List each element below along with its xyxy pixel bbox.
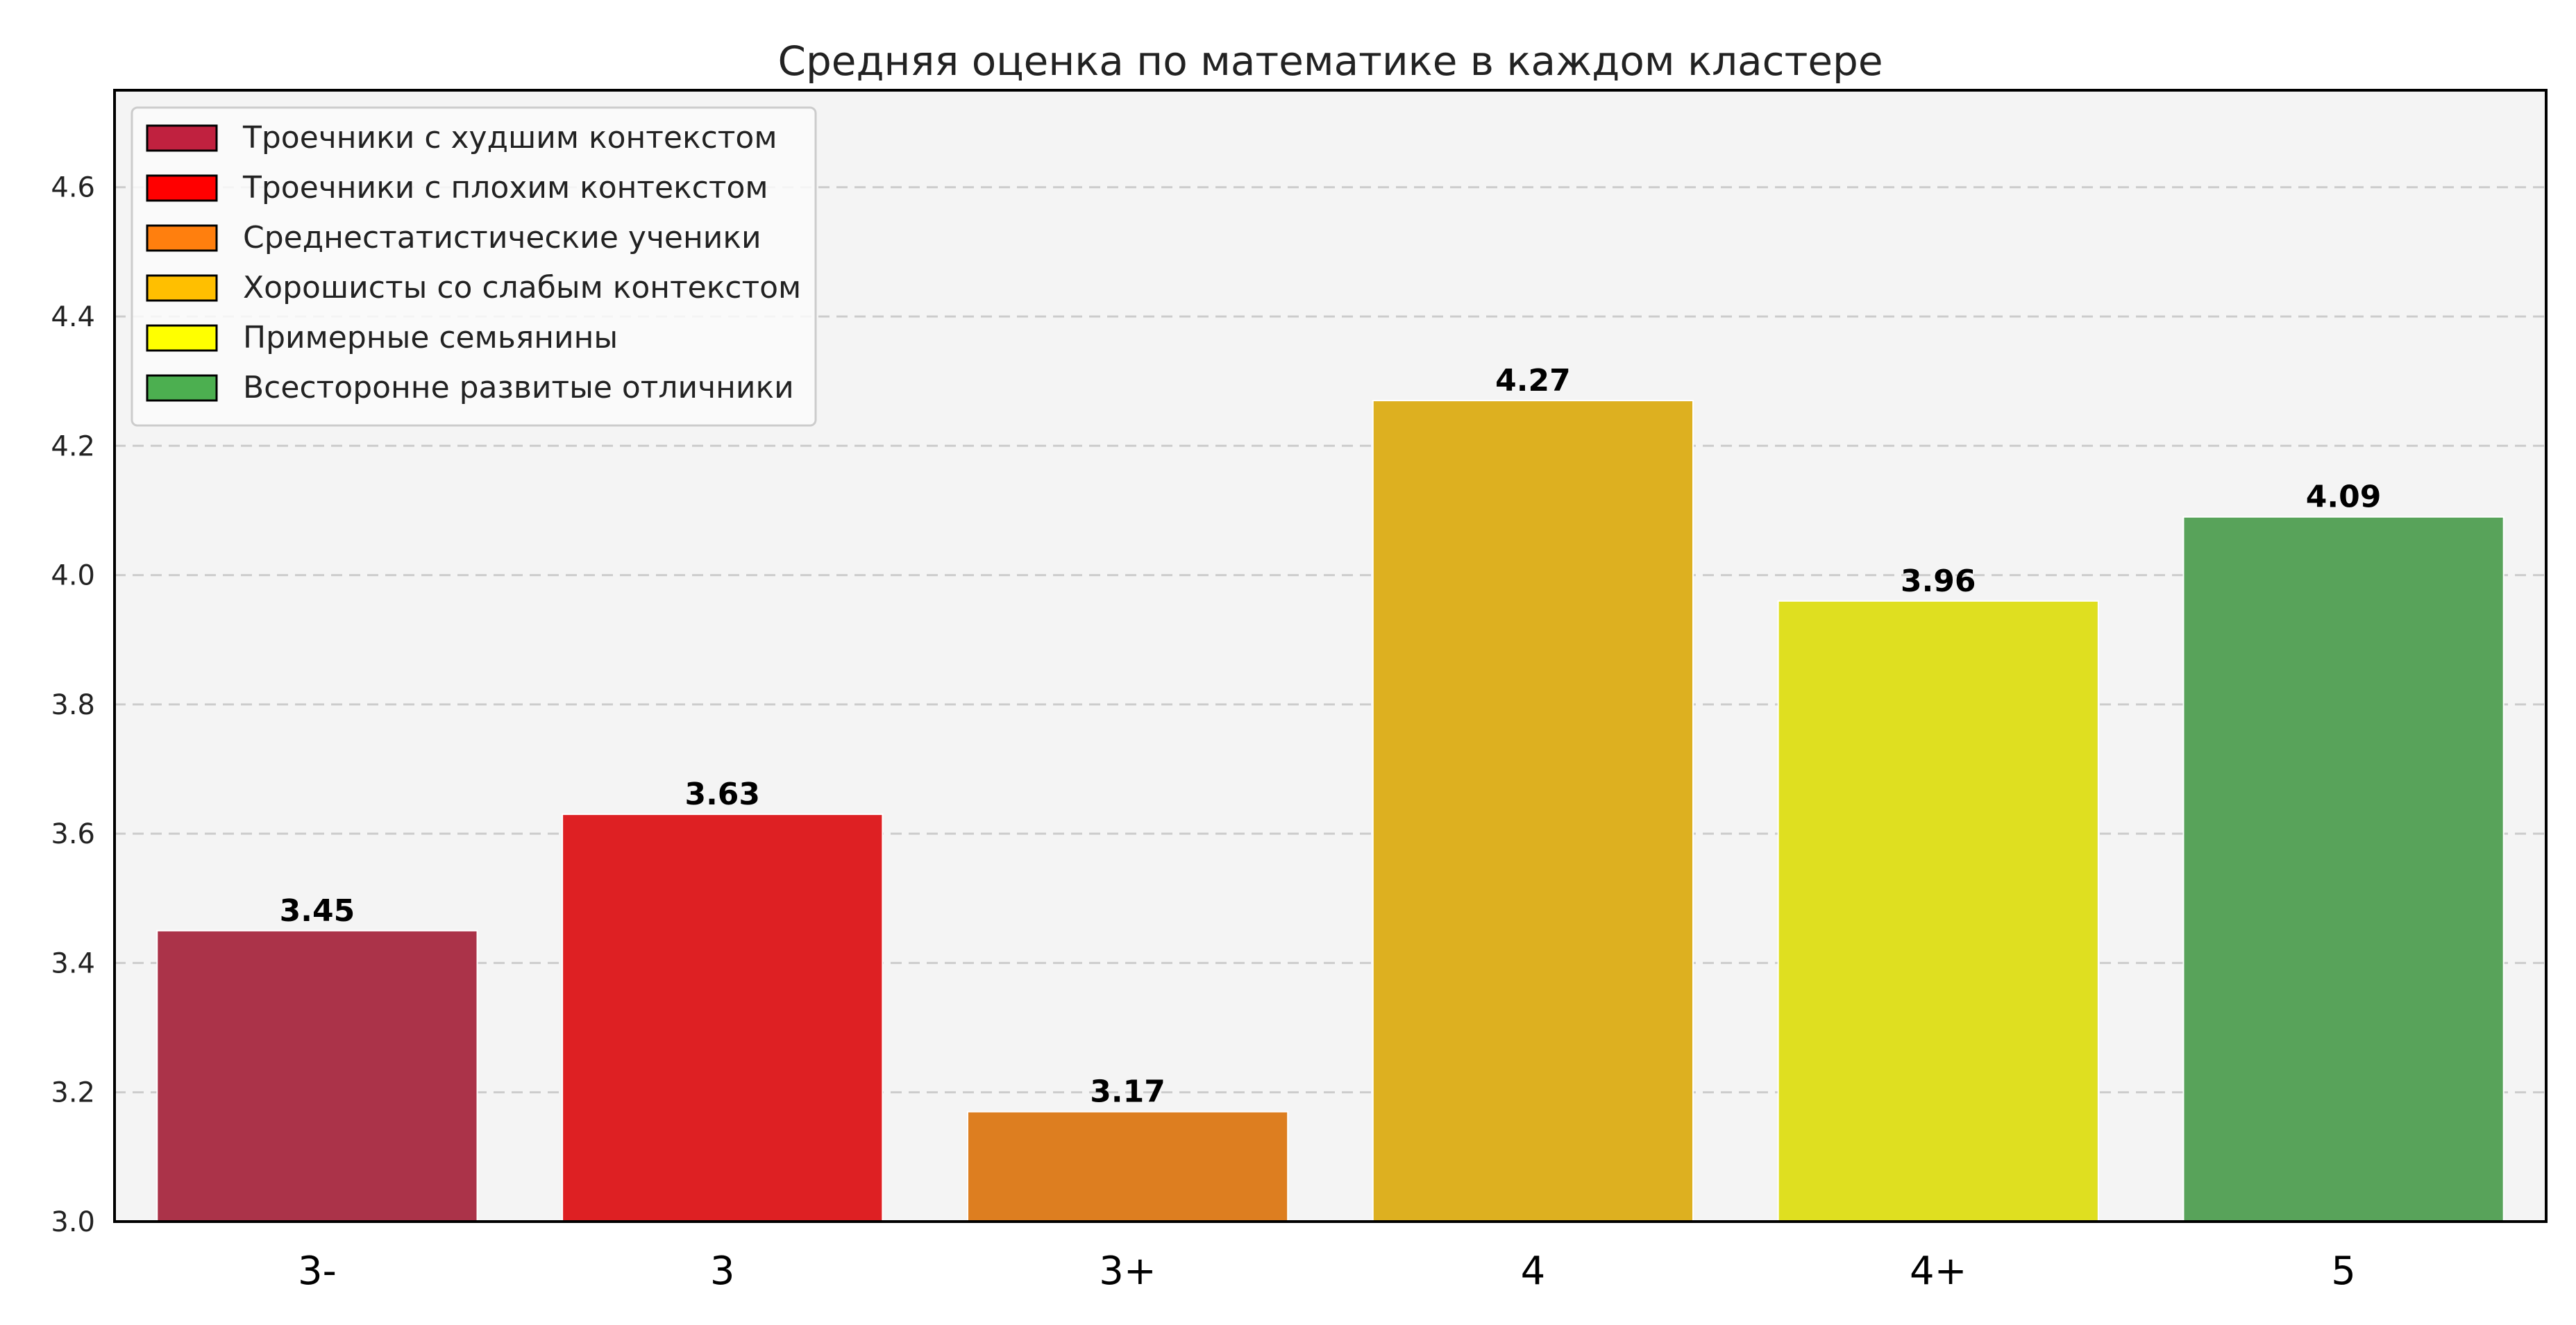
x-tick-label: 3+	[1099, 1249, 1156, 1294]
legend-swatch	[146, 174, 218, 202]
legend-swatch	[146, 274, 218, 302]
bar	[1372, 400, 1694, 1222]
bar-value-label: 3.63	[684, 777, 760, 812]
x-tick-label: 3-	[298, 1249, 337, 1294]
legend-box	[131, 106, 817, 427]
x-tick-label: 3	[710, 1249, 735, 1294]
x-axis-ticks: 3- 3 3+ 4 4+ 5	[298, 1249, 2356, 1294]
bar-value-label: 4.09	[2306, 480, 2382, 515]
bar-value-label: 4.27	[1495, 363, 1571, 398]
y-tick-label: 4.2	[51, 430, 95, 462]
legend-swatch	[146, 324, 218, 352]
legend-label: Примерные семьянины	[243, 320, 618, 355]
chart-title: Средняя оценка по математике в каждом кл…	[777, 37, 1883, 85]
bar	[562, 813, 884, 1222]
bar	[966, 1111, 1289, 1222]
y-tick-label: 3.2	[51, 1077, 95, 1109]
legend-label: Хорошисты со слабым контекстом	[243, 270, 801, 305]
legend-swatch	[146, 374, 218, 402]
y-axis-ticks: 3.0 3.2 3.4 3.6 3.8 4.0 4.2 4.4 4.6	[51, 172, 95, 1238]
y-tick-label: 3.4	[51, 947, 95, 979]
legend-swatch	[146, 224, 218, 252]
plot-frame	[113, 89, 2548, 1223]
bar-value-label: 3.96	[1901, 564, 1976, 599]
y-tick-label: 3.8	[51, 689, 95, 721]
legend-label: Всесторонне развитые отличники	[243, 370, 794, 405]
y-tick-label: 4.4	[51, 301, 95, 333]
legend: Троечники с худшим контекстом Троечники с…	[131, 106, 817, 427]
legend-label: Троечники с плохим контекстом	[242, 170, 768, 205]
y-tick-label: 3.0	[51, 1206, 95, 1238]
bars	[156, 400, 2505, 1223]
bar	[2182, 516, 2505, 1222]
legend-label: Троечники с худшим контекстом	[242, 120, 777, 155]
bar	[1777, 600, 2099, 1222]
bar-value-label: 3.17	[1090, 1074, 1165, 1110]
y-tick-label: 4.6	[51, 172, 95, 204]
y-tick-label: 4.0	[51, 560, 95, 592]
bar-value-label: 3.45	[280, 893, 355, 929]
value-labels: 3.45 3.63 3.17 4.27 3.96 4.09	[280, 363, 2382, 1110]
x-tick-label: 4+	[1910, 1249, 1967, 1294]
y-tick-label: 3.6	[51, 818, 95, 850]
x-tick-label: 5	[2331, 1249, 2356, 1294]
legend-swatch	[146, 124, 218, 152]
bar	[156, 929, 478, 1223]
legend-label: Среднестатистические ученики	[243, 220, 761, 255]
x-tick-label: 4	[1521, 1249, 1546, 1294]
